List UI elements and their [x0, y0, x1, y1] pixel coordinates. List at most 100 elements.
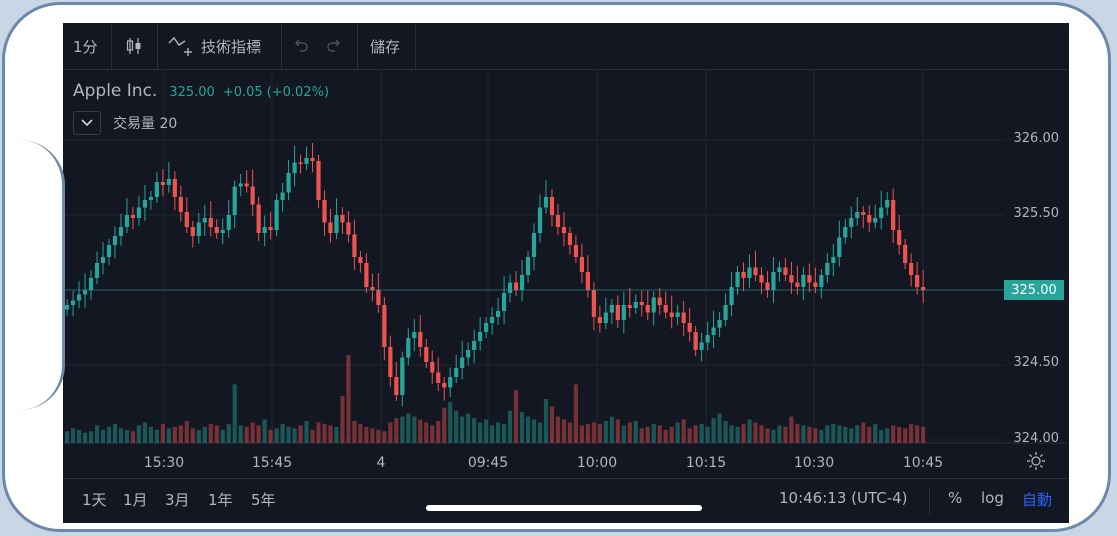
y-tick-label: 324.50 [1013, 355, 1060, 370]
volume-bar [496, 422, 501, 443]
range-1d[interactable]: 1天 [82, 491, 107, 509]
volume-label: 交易量 20 [113, 116, 178, 132]
candle-body [262, 227, 267, 233]
candle-body [741, 272, 746, 278]
candle-body [148, 197, 153, 200]
candle-body [747, 267, 752, 278]
candle-body [681, 312, 686, 323]
volume-bar [65, 431, 70, 443]
volume-bar [364, 426, 369, 443]
candle-body [382, 305, 387, 347]
volume-bar [334, 426, 339, 443]
clock-timezone[interactable]: 10:46:13 (UTC-4) [779, 489, 908, 507]
volume-bar [537, 422, 543, 443]
candle-body [178, 197, 183, 212]
volume-bar [693, 425, 698, 443]
range-1m[interactable]: 1月 [123, 491, 148, 509]
volume-bar [250, 422, 255, 443]
indicators-button[interactable]: 技術指標 [167, 23, 261, 69]
candle-body [100, 257, 106, 263]
volume-bar [813, 428, 818, 443]
range-3m[interactable]: 3月 [165, 491, 190, 509]
volume-bar [765, 428, 770, 443]
bottom-toolbar: 1天 1月 3月 1年 5年 10:46:13 (UTC-4) % log 自動 [63, 478, 1069, 523]
volume-bar [352, 421, 357, 443]
candle-body [388, 347, 393, 377]
candle-body [490, 317, 495, 323]
candle-body [609, 305, 614, 313]
volume-bars [65, 355, 926, 443]
undo-button[interactable] [292, 23, 310, 69]
candle-body [717, 320, 722, 328]
volume-bar [280, 423, 285, 443]
volume-bar [789, 416, 794, 443]
toolbar-divider [157, 23, 158, 69]
candle-body [525, 257, 531, 275]
candle-body [220, 230, 225, 233]
candle-body [65, 305, 70, 310]
candle-body [759, 275, 764, 283]
candle-body [675, 312, 680, 317]
volume-bar [424, 422, 429, 443]
chart-settings-button[interactable] [1026, 451, 1046, 475]
volume-bar [723, 421, 728, 443]
range-5y[interactable]: 5年 [251, 491, 276, 509]
candle-body [783, 267, 788, 275]
candle-body [597, 317, 602, 323]
log-toggle[interactable]: log [981, 489, 1004, 507]
volume-bar [274, 428, 279, 443]
collapse-button[interactable] [73, 111, 101, 135]
volume-bar [388, 422, 393, 443]
volume-bar [190, 428, 195, 443]
volume-bar [621, 425, 626, 443]
candle-body [370, 287, 375, 290]
volume-bar [651, 423, 656, 443]
sun-settings-icon [1027, 452, 1045, 470]
candle-body [663, 305, 668, 313]
redo-button[interactable] [325, 23, 343, 69]
save-button[interactable]: 儲存 [370, 23, 400, 69]
candle-body [172, 179, 177, 197]
volume-bar [759, 425, 764, 443]
volume-bar [855, 425, 860, 443]
auto-scale-toggle[interactable]: 自動 [1022, 491, 1053, 509]
indicators-icon [168, 36, 192, 56]
candle-body [160, 182, 165, 185]
volume-bar [891, 425, 896, 443]
range-1y[interactable]: 1年 [208, 491, 233, 509]
volume-bar [561, 419, 567, 443]
volume-bar [861, 422, 866, 443]
candle-body [867, 215, 872, 223]
candle-body [424, 347, 429, 362]
volume-bar [513, 390, 519, 443]
candle-body [208, 218, 213, 227]
candle-body [645, 305, 650, 313]
toolbar-divider [357, 23, 358, 69]
candle-body [651, 297, 656, 313]
volume-bar [220, 429, 225, 443]
volume-bar [232, 384, 237, 443]
candle-body [142, 200, 148, 208]
candle-body [310, 158, 315, 161]
candle-body [94, 263, 100, 278]
candle-body [136, 207, 142, 218]
volume-bar [478, 422, 483, 443]
volume-bar [831, 423, 836, 443]
volume-bar [124, 429, 130, 443]
interval-button[interactable]: 1分 [73, 23, 98, 69]
price-chart[interactable] [63, 69, 1069, 479]
volume-bar [430, 425, 435, 443]
candle-body [292, 162, 297, 173]
symbol-name[interactable]: Apple Inc. [73, 81, 158, 101]
candle-body [184, 212, 189, 227]
volume-bar [106, 426, 112, 443]
candle-body [819, 275, 824, 287]
toolbar-divider [111, 23, 112, 69]
volume-bar [801, 425, 806, 443]
volume-bar [663, 429, 668, 443]
candle-body [154, 182, 159, 197]
chart-type-button[interactable] [124, 23, 144, 69]
volume-bar [172, 426, 177, 443]
percent-toggle[interactable]: % [948, 489, 963, 507]
volume-bar [298, 425, 303, 443]
